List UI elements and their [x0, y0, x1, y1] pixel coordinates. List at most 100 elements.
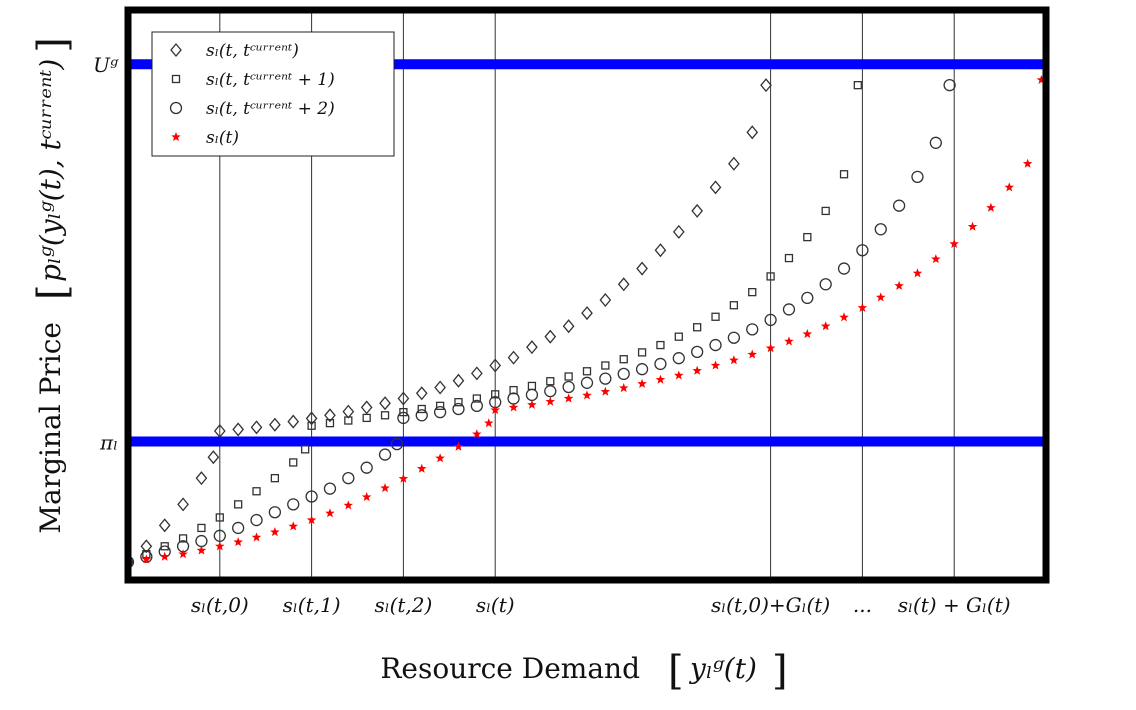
point-1-37: [784, 253, 794, 263]
point-3-10: [306, 515, 317, 525]
y-axis-bracket-close: ]: [30, 37, 76, 53]
series-0: [128, 78, 772, 570]
point-3-17: [435, 453, 445, 463]
x-tick-labels: sₗ(t,0) sₗ(t,1) sₗ(t,2) sₗ(t) sₗ(t,0)+Gₗ(t).…: [191, 593, 1011, 617]
legend-label-1: sₗ(t, tᶜᵘʳʳᵉⁿᵗ + 1): [206, 70, 335, 90]
point-3-12: [343, 500, 354, 510]
point-3-41: [857, 302, 868, 312]
x-tick-label-0: sₗ(t,0): [191, 593, 249, 617]
point-2-18: [433, 405, 447, 419]
point-1-11: [307, 421, 316, 430]
point-2-10: [305, 490, 318, 503]
point-2-24: [544, 385, 557, 398]
point-0-29: [636, 261, 648, 276]
point-1-40: [839, 170, 849, 179]
point-3-1: [141, 554, 152, 564]
point-0-2: [158, 518, 171, 533]
point-1-7: [252, 487, 261, 496]
point-0-19: [452, 373, 465, 388]
point-0-25: [562, 319, 575, 334]
point-3-20: [484, 418, 494, 428]
point-2-13: [360, 461, 373, 474]
point-2-33: [709, 338, 722, 352]
point-3-40: [839, 312, 849, 322]
point-1-26: [582, 367, 592, 376]
legend-label-2: sₗ(t, tᶜᵘʳʳᵉⁿᵗ + 2): [206, 99, 335, 119]
point-2-34: [727, 331, 741, 344]
point-3-28: [618, 383, 629, 393]
point-2-4: [195, 534, 208, 548]
point-1-5: [215, 513, 224, 522]
point-3-6: [233, 537, 243, 547]
point-0-28: [617, 277, 630, 292]
legend-label-0: sₗ(t, tᶜᵘʳʳᵉⁿᵗ): [206, 41, 299, 61]
point-2-27: [599, 372, 612, 385]
point-1-33: [711, 312, 720, 321]
point-3-22: [508, 402, 519, 412]
point-3-24: [545, 396, 556, 406]
point-3-34: [729, 355, 739, 365]
x-tick-label-2: sₗ(t,2): [374, 593, 432, 617]
point-2-17: [415, 409, 428, 422]
series-3: [128, 74, 1046, 567]
point-1-13: [344, 416, 353, 425]
point-2-7: [250, 513, 263, 527]
point-2-31: [672, 352, 685, 365]
point-3-31: [674, 370, 684, 380]
point-3-48: [986, 202, 996, 212]
point-3-33: [710, 360, 721, 370]
point-3-18: [453, 441, 464, 451]
point-3-5: [215, 541, 225, 551]
point-0-6: [213, 423, 226, 439]
point-3-45: [931, 254, 941, 264]
point-1-39: [821, 206, 830, 216]
point-3-43: [894, 280, 904, 290]
point-0-22: [507, 350, 520, 365]
point-3-8: [270, 527, 280, 537]
point-3-25: [563, 393, 574, 403]
point-1-27: [601, 361, 610, 370]
point-3-15: [398, 473, 409, 483]
point-3-7: [251, 532, 262, 542]
point-3-46: [949, 238, 959, 248]
point-3-32: [692, 365, 702, 375]
data-series: [128, 74, 1046, 570]
point-2-11: [323, 482, 337, 495]
point-0-32: [691, 203, 704, 218]
x-axis-bracket-open: [: [668, 648, 684, 694]
point-0-21: [489, 358, 502, 373]
y-tick-labels: Uᵍ πₗ: [93, 53, 119, 454]
point-1-30: [656, 340, 665, 350]
point-1-9: [289, 458, 298, 467]
point-1-10: [301, 445, 310, 454]
point-2-25: [562, 380, 575, 394]
point-1-2: [160, 542, 169, 551]
x-axis-title: Resource Demand: [380, 652, 640, 685]
point-2-0: [128, 555, 135, 569]
point-3-14: [380, 483, 390, 493]
point-0-8: [250, 420, 263, 435]
point-0-13: [342, 404, 355, 419]
point-1-4: [197, 523, 206, 533]
point-1-25: [564, 372, 573, 381]
point-2-43: [892, 199, 906, 212]
point-1-8: [270, 474, 280, 483]
point-2-14: [378, 448, 392, 461]
point-2-6: [232, 521, 245, 535]
point-2-37: [782, 303, 796, 316]
legend-marker-3: [171, 132, 181, 142]
point-2-38: [801, 291, 814, 305]
point-3-35: [747, 349, 757, 359]
point-0-7: [232, 422, 245, 437]
point-3-47: [967, 221, 978, 231]
point-2-32: [691, 345, 704, 359]
point-2-44: [911, 170, 924, 184]
point-2-35: [746, 323, 759, 336]
point-0-9: [269, 417, 281, 432]
point-0-24: [544, 329, 557, 344]
point-2-15: [390, 437, 404, 451]
point-2-19: [452, 402, 465, 416]
y-axis-title-group: Marginal Price [ pₗᵍ(yₗᵍ(t), tᶜᵘʳʳᵉⁿᵗ) ]: [30, 37, 76, 534]
point-1-34: [729, 301, 739, 310]
point-1-31: [674, 332, 683, 341]
